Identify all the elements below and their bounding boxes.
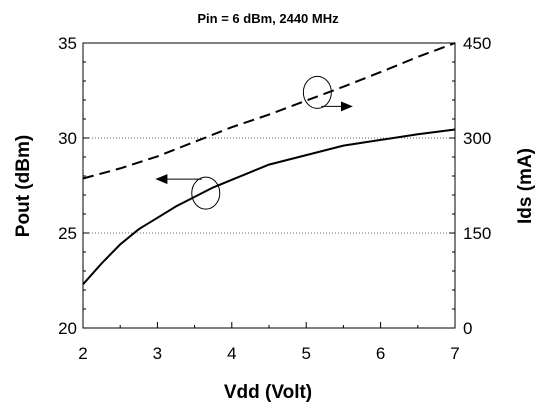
annotation-circle [302, 75, 332, 109]
x-tick-label: 5 [301, 344, 310, 363]
y-axis-label-right: Ids (mA) [515, 148, 535, 224]
annotation-circle [191, 176, 221, 210]
y-axis-label-left: Pout (dBm) [13, 135, 34, 237]
y-left-tick-label: 35 [58, 34, 77, 53]
y-right-tick-label: 150 [463, 224, 491, 243]
x-tick-label: 2 [78, 344, 87, 363]
x-tick-label: 3 [153, 344, 162, 363]
x-tick-label: 4 [227, 344, 236, 363]
y-right-tick-label: 0 [463, 319, 472, 338]
x-tick-label: 7 [450, 344, 459, 363]
y-right-tick-label: 450 [463, 34, 491, 53]
x-axis-label: Vdd (Volt) [224, 382, 312, 403]
chart-title: Pin = 6 dBm, 2440 MHz [197, 11, 339, 26]
y-left-tick-label: 25 [58, 224, 77, 243]
x-tick-label: 6 [376, 344, 385, 363]
pout-series-line [82, 128, 456, 285]
y-left-tick-label: 20 [58, 319, 77, 338]
plot-area: 2 3 4 5 6 7 20 25 30 35 0 150 300 450 [58, 34, 491, 363]
plot-frame [82, 42, 456, 329]
y-right-tick-label: 300 [463, 129, 491, 148]
y-left-tick-label: 30 [58, 129, 77, 148]
ids-series-line [82, 42, 456, 180]
